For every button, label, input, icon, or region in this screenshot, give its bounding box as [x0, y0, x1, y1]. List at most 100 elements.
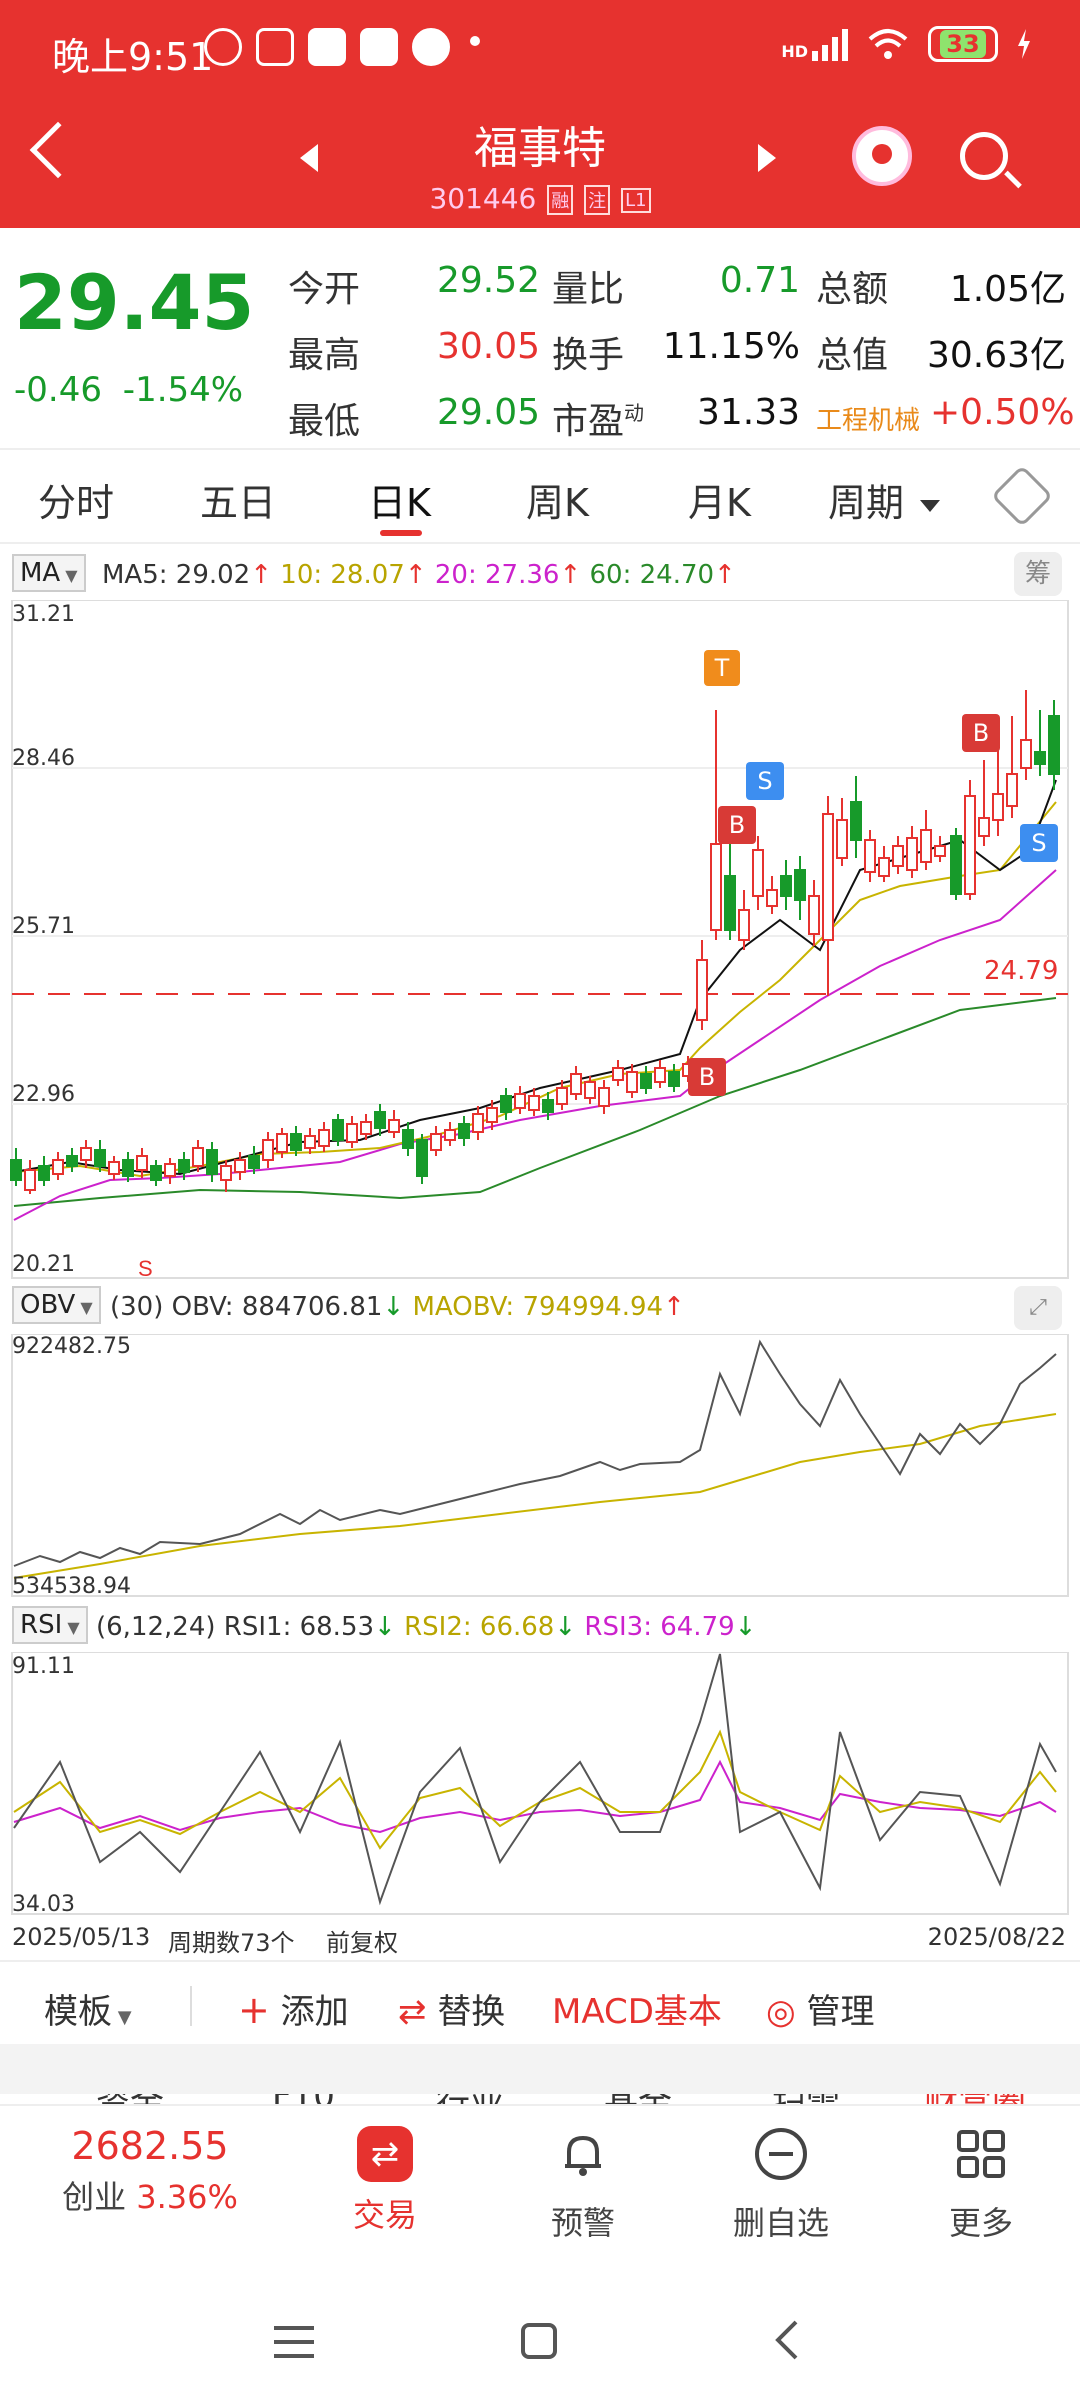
- tab-five-day[interactable]: 五日: [200, 481, 277, 525]
- macd-indicator-button[interactable]: MACD基本: [552, 1992, 722, 2032]
- candle-body: [514, 1093, 526, 1109]
- candle-body: [556, 1087, 568, 1105]
- value-market-cap: 30.63亿: [926, 335, 1066, 376]
- subtab-f10[interactable]: F10: [272, 2094, 335, 2104]
- change-amount: -0.46: [14, 370, 102, 410]
- nav-remove-label: 删自选: [732, 2204, 829, 2242]
- candle-body: [458, 1123, 470, 1139]
- rsi1-value: RSI1: 68.53: [223, 1612, 375, 1642]
- candle-body: [136, 1155, 148, 1171]
- obv-chart[interactable]: [0, 1334, 1080, 1600]
- candle-body: [542, 1099, 554, 1113]
- candle-body: [528, 1095, 540, 1111]
- replace-indicator-button[interactable]: ⇄ 替换: [398, 1984, 505, 2033]
- candle-body: [570, 1073, 582, 1095]
- rsi-label: RSI: [20, 1610, 63, 1640]
- label-low: 最低: [288, 401, 361, 442]
- candlestick-chart[interactable]: S 31.21 28.46 25.71 22.96 20.21 24.79 T …: [0, 599, 1080, 1281]
- index-percent: 3.36%: [136, 2178, 238, 2216]
- candle-body: [276, 1133, 288, 1153]
- nav-trade-label: 交易: [352, 2196, 417, 2234]
- candle-body: [878, 857, 890, 877]
- trade-marker-s1[interactable]: S: [746, 762, 784, 800]
- home-icon[interactable]: [520, 2322, 558, 2360]
- value-pe: 31.33: [696, 392, 800, 433]
- chart-settings-icon[interactable]: [990, 464, 1054, 528]
- candle-body: [668, 1071, 680, 1087]
- expand-icon[interactable]: ⤢: [1014, 1286, 1062, 1330]
- industry-name[interactable]: 工程机械: [816, 406, 921, 436]
- candle-body: [94, 1149, 106, 1167]
- template-dropdown[interactable]: 模板 ▼: [44, 1984, 132, 2033]
- rsi-chart[interactable]: [0, 1652, 1080, 1916]
- label-open: 今开: [288, 269, 361, 310]
- tag-margin: 融: [547, 185, 574, 215]
- obv-values: (30) OBV: 884706.81↓ MAOBV: 794994.94↑: [110, 1292, 685, 1322]
- subtab-community[interactable]: 财富圈: [924, 2094, 1026, 2104]
- trade-marker-b3[interactable]: B: [688, 1058, 726, 1096]
- ma-values: MA5: 29.02↑ 10: 28.07↑ 20: 27.36↑ 60: 24…: [102, 560, 736, 590]
- next-stock-icon[interactable]: [758, 144, 776, 172]
- section-divider: [0, 2044, 1080, 2094]
- manage-icon: ◎: [766, 1992, 796, 2032]
- candle-body: [794, 869, 806, 901]
- subtab-fund[interactable]: 基金: [604, 2094, 672, 2104]
- chip-distribution-button[interactable]: 筹: [1014, 552, 1062, 596]
- rsi-y-min: 34.03: [12, 1892, 75, 1917]
- candle-body: [906, 837, 918, 871]
- trade-marker-b1[interactable]: B: [718, 806, 756, 844]
- obv-indicator-selector[interactable]: OBV ▼: [12, 1286, 101, 1324]
- candle-body: [220, 1165, 232, 1181]
- tab-period-dropdown[interactable]: 周期: [828, 472, 941, 527]
- candle-body: [192, 1147, 204, 1167]
- status-notification-icons: [204, 28, 450, 66]
- candle-body: [164, 1163, 176, 1177]
- candlestick-svg: S: [10, 599, 1069, 1281]
- tab-weekly-k[interactable]: 周K: [526, 481, 589, 525]
- trade-marker-s2[interactable]: S: [1020, 824, 1058, 862]
- search-icon[interactable]: [960, 132, 1008, 180]
- subtab-funds[interactable]: 资金: [96, 2094, 164, 2104]
- index-quote[interactable]: 2682.55 创业 3.36%: [40, 2124, 260, 2218]
- nav-trade[interactable]: ⇄ 交易: [310, 2126, 460, 2236]
- previous-stock-icon[interactable]: [300, 144, 318, 172]
- wechat-icon: [308, 28, 346, 66]
- chevron-down-icon: ▼: [62, 1618, 80, 1637]
- network-type: HD: [781, 42, 808, 61]
- manage-indicators-button[interactable]: ◎ 管理: [766, 1984, 874, 2033]
- subtab-risk[interactable]: 扫雷: [772, 2094, 840, 2104]
- assistant-mascot-icon[interactable]: [852, 126, 912, 186]
- index-name: 创业: [62, 2178, 127, 2216]
- trade-marker-t[interactable]: T: [704, 650, 740, 686]
- rsi-indicator-selector[interactable]: RSI ▼: [12, 1606, 88, 1644]
- trade-marker-b2[interactable]: B: [962, 714, 1000, 752]
- nav-alert[interactable]: 预警: [508, 2126, 658, 2244]
- nav-remove-watchlist[interactable]: 删自选: [706, 2126, 856, 2244]
- candle-body: [290, 1133, 302, 1151]
- back-icon[interactable]: [774, 2320, 800, 2360]
- network-indicator: HD: [781, 27, 848, 61]
- tab-monthly-k[interactable]: 月K: [688, 481, 751, 525]
- tab-daily-k[interactable]: 日K: [368, 481, 431, 525]
- status-time: 晚上9:51: [52, 35, 214, 79]
- candle-body: [360, 1121, 372, 1135]
- industry-change[interactable]: +0.50%: [930, 392, 1075, 433]
- ma20-value: 20: 27.36: [434, 560, 560, 590]
- menu-icon[interactable]: [272, 2324, 316, 2360]
- label-turnover-amount: 总额: [816, 269, 889, 310]
- manage-label: 管理: [806, 1992, 875, 2032]
- label-pe: 市盈动: [552, 392, 644, 444]
- candle-body: [122, 1159, 134, 1177]
- nav-more[interactable]: 更多: [906, 2126, 1056, 2244]
- subtab-industry[interactable]: 行业: [436, 2094, 504, 2104]
- obv-period: (30): [110, 1292, 164, 1322]
- add-indicator-button[interactable]: + 添加: [238, 1984, 349, 2033]
- obv-legend-row: OBV ▼ (30) OBV: 884706.81↓ MAOBV: 794994…: [0, 1280, 1080, 1334]
- candle-body: [738, 909, 750, 941]
- app-header: 晚上9:51 HD 33 福事特 301446 融 注 L1: [0, 0, 1080, 228]
- back-arrow-icon[interactable]: [29, 121, 87, 179]
- indicator-toolbar: 模板 ▼ + 添加 ⇄ 替换 MACD基本 ◎ 管理: [0, 1960, 1080, 2044]
- rsi-params: (6,12,24): [96, 1612, 216, 1642]
- tab-intraday[interactable]: 分时: [38, 481, 115, 525]
- ma-indicator-selector[interactable]: MA ▼: [12, 554, 86, 592]
